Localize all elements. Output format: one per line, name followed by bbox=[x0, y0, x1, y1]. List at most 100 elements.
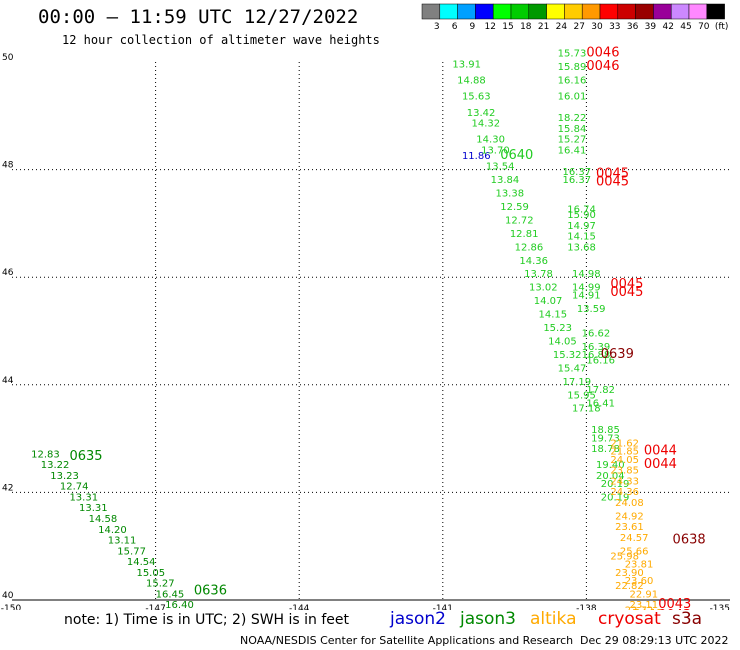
wave-height-point: 16.62 bbox=[582, 328, 611, 339]
wave-height-point: 25.66 bbox=[620, 546, 649, 557]
wave-height-point: 16.37 bbox=[562, 175, 591, 186]
wave-height-point: 23.85 bbox=[610, 466, 639, 477]
wave-height-point: 14.36 bbox=[519, 256, 548, 267]
wave-height-point: 17.18 bbox=[572, 404, 601, 415]
wave-height-point: 14.05 bbox=[548, 336, 577, 347]
colorbar-label: 42 bbox=[662, 22, 673, 32]
colorbar-swatch bbox=[546, 3, 565, 20]
wave-height-point: 13.54 bbox=[486, 162, 515, 173]
wave-height-point: 15.27 bbox=[558, 135, 587, 146]
colorbar-label: 24 bbox=[556, 22, 568, 32]
wave-height-point: 13.11 bbox=[108, 536, 137, 547]
wave-height-point: 14.58 bbox=[89, 514, 118, 525]
colorbar-label: 27 bbox=[573, 22, 584, 32]
wave-height-point: 15.73 bbox=[558, 49, 587, 60]
pass-time-label: 0043 bbox=[658, 608, 691, 610]
wave-height-point: 18.78 bbox=[591, 444, 620, 455]
chart-marks: 12.8313.2213.2312.7413.3113.3114.5814.20… bbox=[31, 46, 706, 610]
wave-height-point: 24.33 bbox=[610, 476, 639, 487]
wave-height-point: 13.31 bbox=[79, 503, 108, 514]
wave-height-point: 12.81 bbox=[510, 229, 539, 240]
chart-axes: -150 -147 -144 -141 -138 -135 40 42 44 46 48 50 bbox=[1, 53, 730, 610]
colorbar-label: 3 bbox=[434, 22, 440, 32]
wave-height-point: 13.70 bbox=[481, 145, 510, 156]
wave-height-point: 14.15 bbox=[567, 232, 596, 243]
colorbar-swatch bbox=[510, 3, 530, 20]
wave-height-point: 16.39 bbox=[582, 342, 611, 353]
x-tick-label: -135 bbox=[710, 604, 730, 610]
page-subtitle: 12 hour collection of altimeter wave hei… bbox=[62, 33, 380, 47]
colorbar-label: 45 bbox=[680, 22, 691, 32]
wave-height-point: 16.37 bbox=[562, 167, 591, 178]
wave-height-point: 24.36 bbox=[610, 487, 639, 498]
colorbar-swatch bbox=[421, 3, 441, 20]
x-tick-label: -138 bbox=[576, 604, 597, 610]
wave-height-point: 24.92 bbox=[615, 511, 644, 522]
y-tick-label: 48 bbox=[2, 161, 14, 171]
colorbar-swatch bbox=[706, 3, 725, 20]
chart-grid bbox=[12, 62, 730, 600]
wave-height-point: 13.84 bbox=[491, 175, 520, 186]
wave-height-point: 15.27 bbox=[146, 579, 175, 590]
wave-height-point: 23.90 bbox=[615, 568, 644, 579]
wave-height-point: 15.23 bbox=[543, 323, 572, 334]
wave-height-point: 19.73 bbox=[591, 433, 620, 444]
wave-height-point: 12.59 bbox=[500, 202, 529, 213]
wave-height-point: 14.32 bbox=[472, 119, 501, 130]
colorbar-swatch bbox=[457, 3, 476, 20]
pass-time-label: 0045 bbox=[596, 175, 629, 190]
wave-height-point: 15.84 bbox=[558, 124, 587, 135]
wave-height-point: 13.31 bbox=[69, 492, 98, 503]
colorbar-label: 70 bbox=[698, 22, 710, 32]
wave-height-point: 20.19 bbox=[601, 492, 630, 503]
wave-height-point: 15.32 bbox=[553, 350, 582, 361]
satellite-legend-s3a: s3a bbox=[672, 609, 703, 629]
satellite-legend-altika: altika bbox=[530, 609, 577, 629]
colorbar-swatch bbox=[581, 3, 601, 20]
wave-height-point: 16.16 bbox=[558, 76, 587, 87]
wave-height-point: 19.40 bbox=[596, 460, 625, 471]
wave-height-point: 24.08 bbox=[615, 498, 644, 509]
wave-height-point: 13.68 bbox=[567, 242, 596, 253]
wave-height-point: 12.83 bbox=[31, 449, 60, 460]
wave-height-point: 23.60 bbox=[625, 576, 654, 587]
colorbar-label: 36 bbox=[627, 22, 639, 32]
wave-height-point: 21.85 bbox=[610, 447, 639, 458]
wave-height-point: 15.95 bbox=[567, 390, 596, 401]
wave-height-point: 14.07 bbox=[534, 296, 563, 307]
wave-height-point: 23.11 bbox=[629, 600, 658, 610]
wave-height-point: 14.30 bbox=[476, 135, 505, 146]
wave-height-point: 24.05 bbox=[610, 455, 639, 466]
colorbar-swatch bbox=[492, 3, 512, 20]
wave-height-point: 15.63 bbox=[462, 92, 491, 103]
wave-height-point: 13.02 bbox=[529, 283, 558, 294]
pass-time-label: 0044 bbox=[644, 444, 677, 459]
wave-height-point: 13.22 bbox=[41, 460, 70, 471]
pass-time-label: 0045 bbox=[610, 285, 643, 300]
wave-height-point: 21.62 bbox=[610, 439, 639, 450]
wave-height-point: 18.85 bbox=[591, 425, 620, 436]
wave-height-point: 16.40 bbox=[165, 600, 194, 610]
wave-height-point: 13.23 bbox=[50, 471, 79, 482]
wave-height-point: 22.91 bbox=[629, 589, 658, 600]
colorbar-swatch bbox=[528, 3, 547, 20]
x-tick-label: -144 bbox=[289, 604, 310, 610]
y-tick-label: 40 bbox=[2, 591, 14, 601]
satellite-legend-cryosat: cryosat bbox=[598, 609, 661, 629]
pass-time-label: 0639 bbox=[601, 347, 634, 362]
wave-height-point: 16.88 bbox=[582, 350, 611, 361]
wave-height-point: 14.98 bbox=[572, 269, 601, 280]
colorbar-swatch bbox=[670, 3, 690, 20]
colorbar-label: 30 bbox=[591, 22, 603, 32]
wave-height-point: 17.19 bbox=[562, 377, 591, 388]
pass-time-label: 0638 bbox=[673, 533, 706, 548]
wave-height-point: 14.15 bbox=[539, 310, 568, 321]
wave-height-point: 16.41 bbox=[558, 145, 587, 156]
wave-height-point: 15.89 bbox=[558, 62, 587, 73]
wave-height-point: 12.72 bbox=[505, 215, 534, 226]
colorbar-swatch bbox=[599, 3, 619, 20]
wave-height-point: 20.04 bbox=[596, 471, 625, 482]
colorbar-label: 12 bbox=[484, 22, 495, 32]
colorbar-swatch bbox=[564, 3, 583, 20]
x-tick-label: -147 bbox=[145, 604, 165, 610]
